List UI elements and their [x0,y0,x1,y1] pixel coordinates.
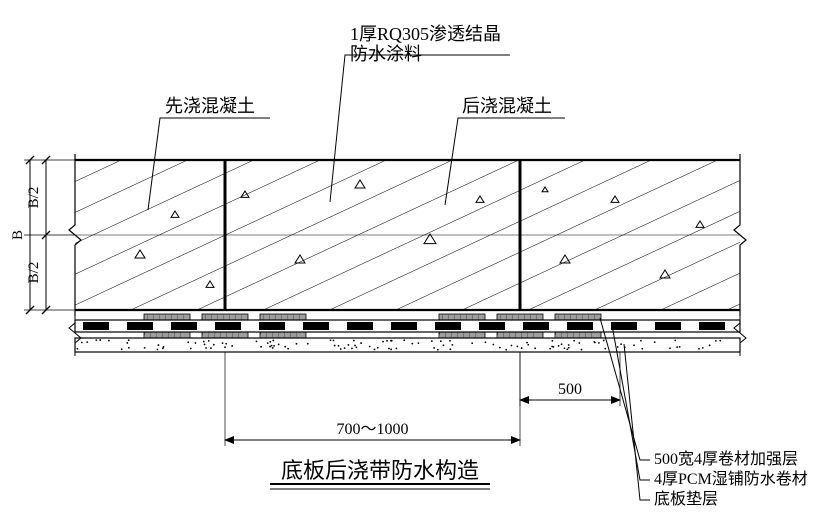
label-bedding: 底板垫层 [654,490,718,508]
waterproof-layers [69,310,746,356]
dim-b-half-upper: B/2 [26,187,42,209]
label-coating-2: 防水涂料 [350,44,422,64]
dim-joint-gap-text: 700～1000 [336,421,408,438]
diagram-title: 底板后浇带防水构造 [281,458,479,483]
label-precast: 先浇混凝土 [165,96,255,116]
label-coating-1: 1厚RQ305渗透结晶 [350,24,501,44]
dim-ext-text: 500 [558,381,582,398]
leader-bedding [624,344,650,500]
dim-b: B [10,230,26,240]
label-pcm: 4厚PCM湿铺防水卷材 [654,470,808,488]
label-reinforce: 500宽4厚卷材加强层 [654,450,798,468]
label-postcast: 后浇混凝土 [462,96,552,116]
dim-b-half-lower: B/2 [26,262,42,284]
